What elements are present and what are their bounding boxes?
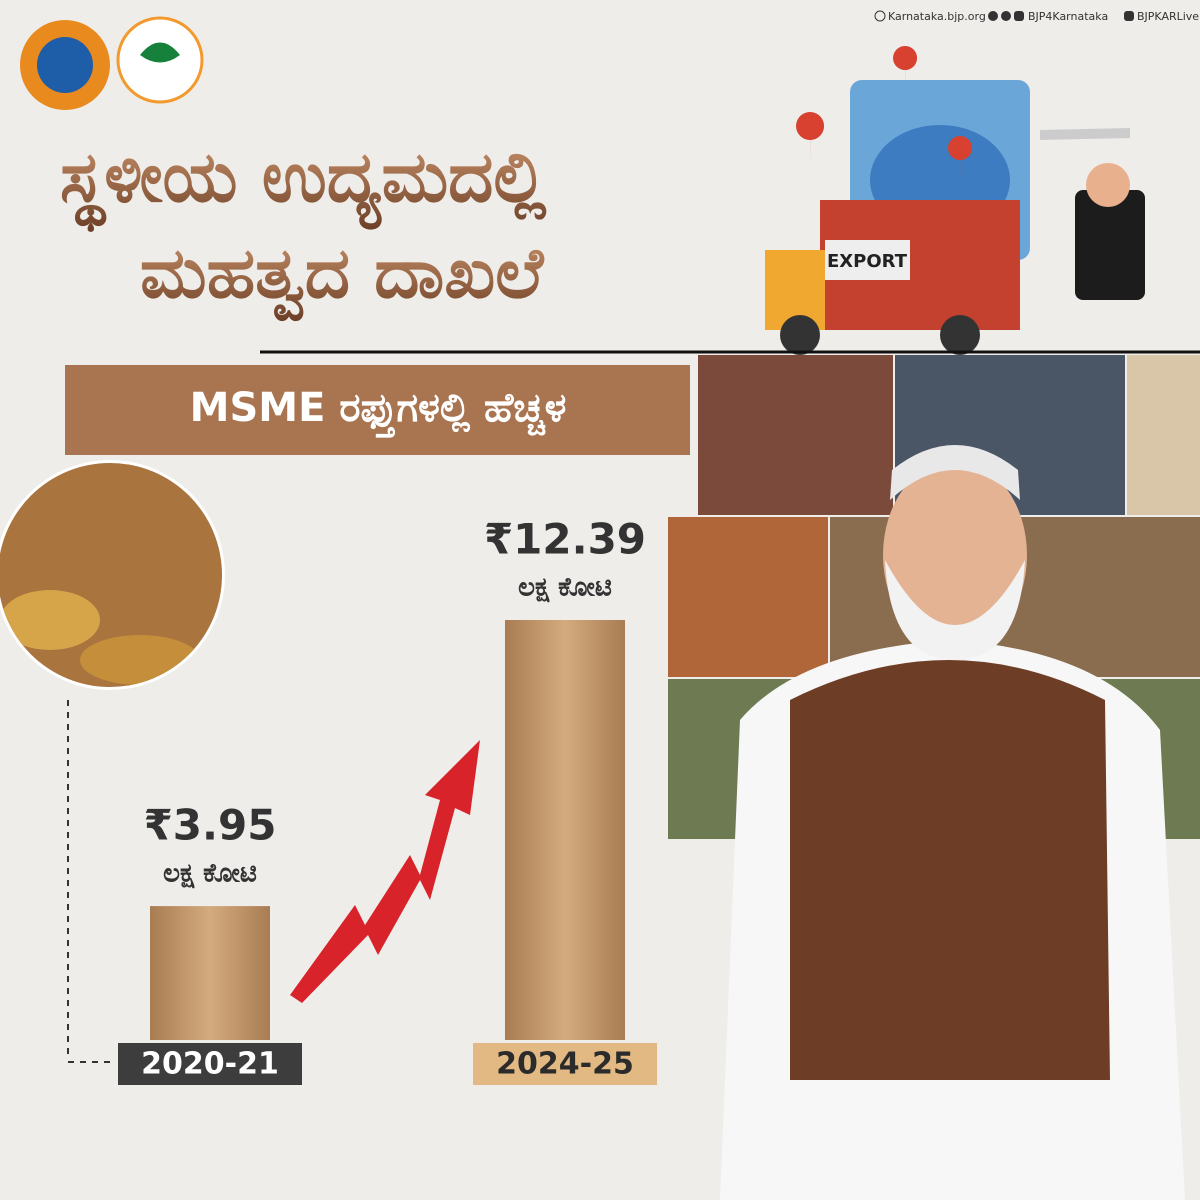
export-illustration: EXPORT (765, 46, 1145, 355)
logos (20, 16, 204, 110)
bar (505, 620, 625, 1040)
unit-label: ಲಕ್ಷ ಕೋಟಿ (163, 859, 257, 889)
category-label: 2024-25 (496, 1047, 634, 1082)
growth-arrow (290, 740, 480, 1003)
subtitle: MSME ರಫ್ತುಗಳಲ್ಲಿ ಹೆಚ್ಚಳ (190, 385, 567, 438)
category-box (473, 1043, 657, 1085)
website: Karnataka.bjp.org (888, 10, 986, 23)
title-line: ಮಹತ್ವದ ದಾಖಲೆ (140, 232, 545, 322)
title-line: ಸ್ಥಳೀಯ ಉದ್ಯಮದಲ್ಲಿ (60, 136, 547, 231)
subtitle-box (65, 365, 690, 455)
header: Karnataka.bjp.org BJP4Karnataka BJPKARLi… (874, 10, 1199, 23)
live-handle: BJPKARLive (1137, 10, 1199, 23)
person (720, 445, 1185, 1200)
instagram-icon (1014, 11, 1024, 21)
category-label: 2020-21 (141, 1047, 279, 1082)
bars: ₹3.95 ಲಕ್ಷ ಕೋಟಿ 2020-21 ₹12.39 ಲಕ್ಷ ಕೋಟಿ 2024… (118, 515, 657, 1085)
unit-label: ಲಕ್ಷ ಕೋಟಿ (518, 573, 612, 603)
globe-icon (874, 10, 886, 22)
value-label: ₹3.95 (144, 801, 277, 850)
truck-label: EXPORT (827, 251, 908, 272)
party-logo-center (37, 37, 93, 93)
category-box (118, 1043, 302, 1085)
lotus (140, 42, 180, 63)
youtube-icon (1124, 11, 1134, 21)
bar (150, 906, 270, 1040)
handle: BJP4Karnataka (1028, 10, 1108, 23)
value-label: ₹12.39 (484, 515, 646, 564)
x-icon (1001, 11, 1011, 21)
facebook-icon (988, 11, 998, 21)
